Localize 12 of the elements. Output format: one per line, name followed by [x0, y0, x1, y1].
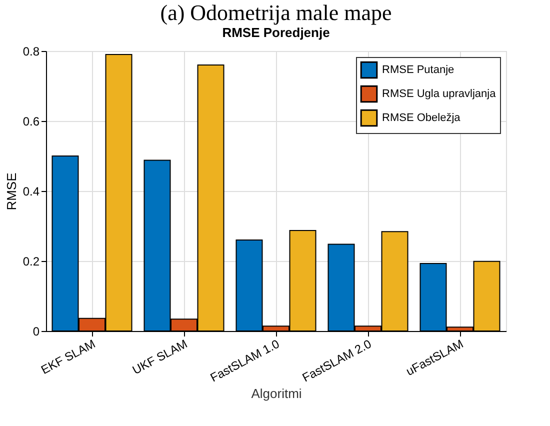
- y-tick-label: 0.8: [22, 44, 40, 58]
- y-tick-label: 0.2: [22, 254, 40, 268]
- y-tick-label: 0.4: [22, 184, 40, 198]
- x-axis-title: Algoritmi: [251, 386, 302, 401]
- text: (a) Odometrija male mape: [160, 0, 392, 25]
- y-tick-label: 0: [32, 324, 40, 338]
- y-tick-label: 0.6: [22, 114, 40, 128]
- legend-label: RMSE Ugla upravljanja: [382, 88, 497, 100]
- y-axis-title: RMSE: [4, 172, 19, 210]
- legend-label: RMSE Obeležja: [382, 112, 462, 124]
- chart-title: RMSE Poredjenje: [222, 25, 330, 40]
- legend-label: RMSE Putanje: [382, 64, 454, 76]
